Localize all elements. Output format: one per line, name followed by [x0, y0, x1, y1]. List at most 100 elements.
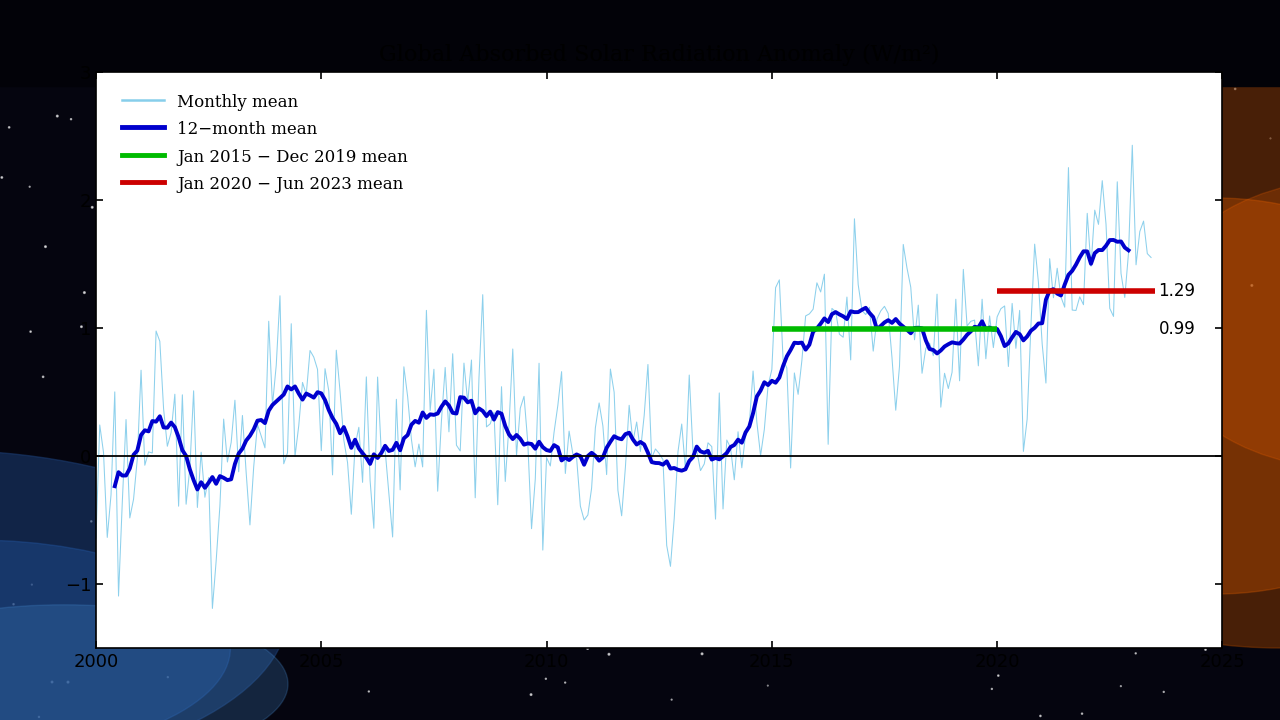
Point	[1261, 132, 1280, 144]
Point	[333, 242, 353, 253]
Ellipse shape	[1152, 180, 1280, 468]
Point	[291, 454, 311, 466]
Point	[536, 143, 557, 155]
Point	[344, 32, 365, 43]
Point	[694, 28, 714, 40]
Point	[1107, 608, 1128, 620]
Point	[1024, 467, 1044, 479]
Text: 0.99: 0.99	[1158, 320, 1196, 338]
Point	[453, 603, 474, 614]
Point	[1238, 41, 1258, 53]
Point	[1196, 644, 1216, 655]
Point	[74, 287, 95, 298]
Point	[759, 492, 780, 504]
Point	[822, 400, 842, 411]
Point	[1066, 477, 1087, 489]
Point	[897, 71, 918, 82]
Point	[660, 284, 681, 295]
Point	[1194, 543, 1215, 554]
Point	[276, 543, 297, 554]
Point	[977, 19, 997, 31]
Point	[351, 181, 371, 192]
Point	[582, 17, 603, 29]
Point	[1010, 562, 1030, 573]
Point	[570, 104, 590, 116]
Point	[284, 285, 305, 297]
Point	[72, 321, 92, 333]
Point	[385, 186, 406, 198]
Point	[1171, 324, 1192, 336]
Point	[160, 382, 180, 393]
Point	[659, 394, 680, 405]
Point	[33, 371, 54, 382]
Point	[145, 383, 165, 395]
Point	[108, 310, 128, 321]
Point	[982, 683, 1002, 695]
Point	[466, 149, 486, 161]
Point	[745, 114, 765, 126]
Point	[938, 384, 959, 396]
Point	[1125, 647, 1146, 659]
Point	[165, 500, 186, 511]
Point	[1071, 708, 1092, 719]
Point	[723, 261, 744, 273]
Point	[404, 595, 425, 607]
Point	[864, 631, 884, 642]
Point	[1053, 186, 1074, 197]
Point	[672, 639, 692, 651]
Point	[458, 119, 479, 130]
Point	[841, 595, 861, 606]
Point	[338, 427, 358, 438]
Point	[87, 173, 108, 184]
Point	[600, 609, 621, 621]
Point	[284, 364, 305, 376]
Point	[1050, 197, 1070, 209]
Point	[28, 711, 49, 720]
Point	[1206, 537, 1226, 549]
Point	[658, 456, 678, 468]
Point	[678, 507, 699, 518]
Point	[237, 468, 257, 480]
Point	[691, 648, 712, 660]
Point	[205, 229, 225, 240]
Point	[771, 544, 791, 556]
Point	[221, 585, 242, 597]
Point	[726, 235, 746, 247]
Point	[78, 39, 99, 50]
Point	[180, 510, 201, 521]
Point	[202, 617, 223, 629]
Point	[452, 390, 472, 402]
Point	[1212, 5, 1233, 17]
Point	[662, 694, 682, 706]
Point	[933, 375, 954, 387]
Point	[964, 72, 984, 84]
Point	[243, 143, 264, 155]
Point	[530, 70, 550, 81]
Point	[1192, 598, 1212, 610]
Point	[344, 457, 365, 469]
Point	[657, 256, 677, 267]
Point	[1050, 264, 1070, 275]
Point	[1149, 171, 1170, 183]
Point	[974, 506, 995, 518]
Point	[518, 491, 539, 503]
Point	[831, 72, 851, 84]
Point	[846, 221, 867, 233]
Point	[20, 326, 41, 338]
Point	[851, 374, 872, 386]
Point	[4, 598, 24, 610]
Point	[253, 454, 274, 466]
Point	[178, 559, 198, 571]
Point	[1166, 1, 1187, 13]
Point	[675, 251, 695, 262]
Point	[988, 670, 1009, 681]
Point	[950, 639, 970, 650]
Point	[474, 109, 494, 121]
Point	[0, 56, 20, 68]
Point	[1062, 296, 1083, 307]
Ellipse shape	[960, 198, 1280, 594]
Point	[82, 202, 102, 213]
Point	[58, 676, 78, 688]
Point	[396, 512, 416, 523]
Legend: Monthly mean, 12−month mean, Jan 2015 − Dec 2019 mean, Jan 2020 − Jun 2023 mean: Monthly mean, 12−month mean, Jan 2015 − …	[115, 86, 415, 199]
